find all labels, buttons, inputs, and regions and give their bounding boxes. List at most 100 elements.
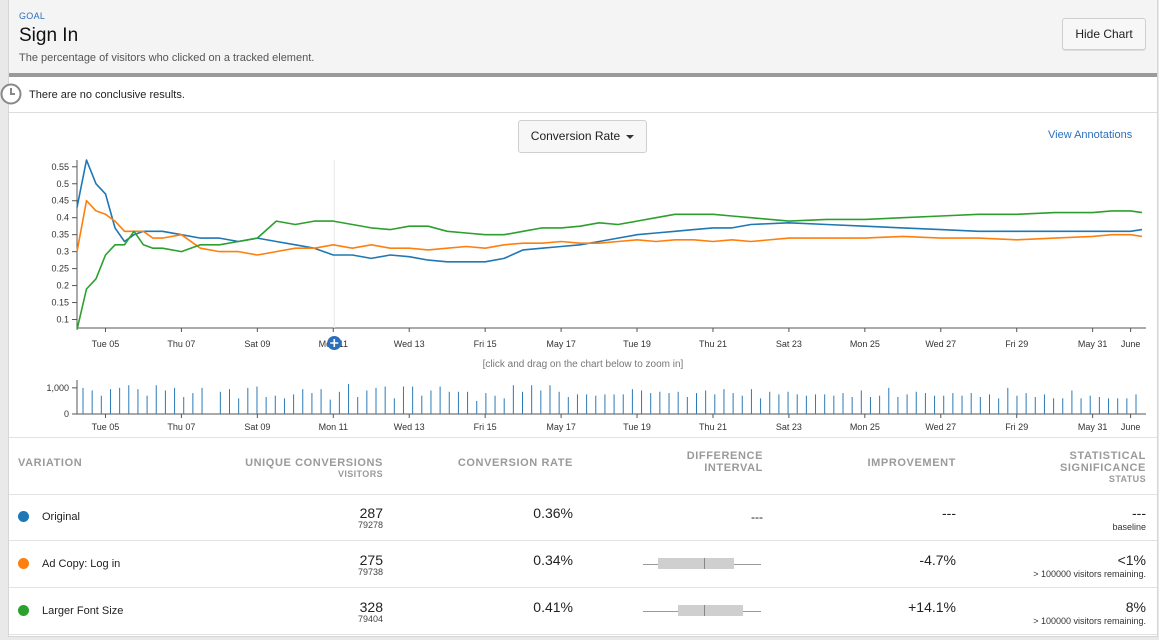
difference-interval-value: --- bbox=[751, 510, 763, 524]
x-tick-label: May 17 bbox=[546, 339, 576, 349]
view-annotations-link[interactable]: View Annotations bbox=[1048, 129, 1133, 141]
header-statistical-significance: STATISTICAL SIGNIFICANCE STATUS bbox=[1060, 450, 1146, 484]
significance-cell: 8% > 100000 visitors remaining. bbox=[1033, 599, 1146, 626]
x-tick-label: May 31 bbox=[1078, 339, 1108, 349]
x-tick-label: Sat 09 bbox=[244, 339, 270, 349]
significance-value: --- bbox=[1132, 505, 1146, 521]
difference-interval-box bbox=[678, 605, 744, 616]
header-difference-interval: DIFFERENCE INTERVAL bbox=[687, 450, 763, 474]
x-tick-label: Mon 25 bbox=[850, 422, 880, 432]
significance-note: > 100000 visitors remaining. bbox=[1033, 616, 1146, 626]
y-tick-label: 0.45 bbox=[51, 196, 69, 206]
y-tick-label: 0.1 bbox=[56, 315, 69, 325]
header-variation: VARIATION bbox=[18, 457, 83, 469]
header-significance-line1: STATISTICAL bbox=[1069, 450, 1146, 462]
x-tick-label: Wed 27 bbox=[925, 339, 956, 349]
y-tick-label: 0.5 bbox=[56, 179, 69, 189]
x-tick-label: Thu 07 bbox=[167, 339, 195, 349]
variation-color-dot bbox=[18, 605, 29, 616]
metric-dropdown-label: Conversion Rate bbox=[530, 129, 621, 143]
significance-note: > 100000 visitors remaining. bbox=[1033, 569, 1146, 579]
y-tick-label: 0 bbox=[64, 409, 69, 419]
y-tick-label: 0.3 bbox=[56, 247, 69, 257]
variation-color-dot bbox=[18, 558, 29, 569]
x-tick-label: Tue 05 bbox=[92, 422, 120, 432]
x-tick-label: Mon 25 bbox=[850, 339, 880, 349]
variation-name: Larger Font Size bbox=[42, 605, 124, 617]
conversions-value: 275 bbox=[359, 552, 383, 568]
conversion-rate-value: 0.41% bbox=[533, 599, 573, 615]
variation-name: Ad Copy: Log in bbox=[42, 558, 121, 570]
zoom-hint: [click and drag on the chart below to zo… bbox=[482, 359, 684, 370]
add-annotation-plus bbox=[330, 339, 339, 347]
x-tick-label: Wed 27 bbox=[925, 422, 956, 432]
x-tick-label: Tue 19 bbox=[623, 339, 651, 349]
series-line bbox=[76, 159, 1143, 263]
x-tick-label: Fri 29 bbox=[1005, 422, 1028, 432]
header-unique-conversions: UNIQUE CONVERSIONS VISITORS bbox=[245, 457, 383, 479]
header-difference-line2: INTERVAL bbox=[704, 462, 763, 474]
goal-label: GOAL bbox=[19, 11, 46, 21]
y-tick-label: 0.55 bbox=[51, 162, 69, 172]
significance-cell: --- baseline bbox=[1112, 505, 1146, 532]
results-status-bar: There are no conclusive results. bbox=[0, 77, 1157, 113]
header-conversion-rate: CONVERSION RATE bbox=[457, 457, 573, 469]
visitors-bar-chart[interactable]: 0 1,000 Tue 05 Thu 07 Sat 09 Mon 11 Wed 13 Fri … bbox=[9, 375, 1157, 435]
results-table-header: VARIATION UNIQUE CONVERSIONS VISITORS CO… bbox=[9, 437, 1157, 495]
x-tick-label: Tue 19 bbox=[623, 422, 651, 432]
unique-conversions-cell: 328 79404 bbox=[358, 599, 383, 624]
table-row-larger-font[interactable]: Larger Font Size 328 79404 0.41% +14.1% 8… bbox=[9, 588, 1157, 635]
caret-down-icon bbox=[626, 134, 635, 139]
x-tick-label: Thu 07 bbox=[167, 422, 195, 432]
x-tick-label: Sat 23 bbox=[776, 339, 802, 349]
x-tick-label: Sat 23 bbox=[776, 422, 802, 432]
x-tick-label: May 17 bbox=[546, 422, 576, 432]
x-tick-label: Mon 11 bbox=[319, 422, 348, 432]
significance-note: baseline bbox=[1112, 522, 1146, 532]
conversion-rate-value: 0.34% bbox=[533, 552, 573, 568]
table-row-original[interactable]: Original 287 79278 0.36% --- --- --- basel… bbox=[9, 494, 1157, 541]
conversions-value: 328 bbox=[359, 599, 383, 615]
x-tick-label: Fri 15 bbox=[474, 339, 497, 349]
x-tick-label: Fri 15 bbox=[474, 422, 497, 432]
goal-header: GOAL Sign In The percentage of visitors … bbox=[9, 0, 1157, 77]
y-tick-label: 0.4 bbox=[56, 213, 69, 223]
metric-dropdown[interactable]: Conversion Rate bbox=[518, 120, 647, 153]
header-status: STATUS bbox=[1108, 474, 1146, 484]
significance-value: <1% bbox=[1117, 552, 1146, 568]
x-tick-label: Wed 13 bbox=[394, 339, 425, 349]
x-tick-label: Thu 21 bbox=[699, 422, 727, 432]
goal-description: The percentage of visitors who clicked o… bbox=[19, 52, 315, 64]
table-row-ad-copy[interactable]: Ad Copy: Log in 275 79738 0.34% -4.7% <1%… bbox=[9, 541, 1157, 588]
unique-conversions-cell: 287 79278 bbox=[358, 505, 383, 530]
header-improvement: IMPROVEMENT bbox=[867, 457, 956, 469]
variation-name: Original bbox=[42, 511, 80, 523]
series-line bbox=[76, 210, 1143, 330]
y-tick-label: 1,000 bbox=[46, 383, 69, 393]
hide-chart-button[interactable]: Hide Chart bbox=[1062, 18, 1146, 50]
difference-interval-midpoint bbox=[704, 605, 706, 616]
x-tick-label: May 31 bbox=[1078, 422, 1108, 432]
x-tick-label: Sat 09 bbox=[244, 422, 270, 432]
difference-interval-midpoint bbox=[704, 558, 706, 569]
page-title: Sign In bbox=[19, 25, 79, 46]
significance-value: 8% bbox=[1125, 599, 1146, 615]
header-unique-conversions-label: UNIQUE CONVERSIONS bbox=[245, 457, 383, 469]
variation-color-dot bbox=[18, 511, 29, 522]
x-tick-label: Fri 29 bbox=[1005, 339, 1028, 349]
chart-area bbox=[9, 113, 1157, 437]
improvement-value: -4.7% bbox=[919, 552, 956, 568]
y-tick-label: 0.35 bbox=[51, 230, 69, 240]
visitors-value: 79404 bbox=[357, 614, 383, 624]
x-tick-label: June bbox=[1121, 422, 1141, 432]
status-message: There are no conclusive results. bbox=[29, 89, 185, 101]
improvement-value: --- bbox=[942, 505, 956, 521]
x-tick-label: Tue 05 bbox=[92, 339, 120, 349]
y-tick-label: 0.25 bbox=[51, 264, 69, 274]
conversion-rate-value: 0.36% bbox=[533, 505, 573, 521]
conversion-rate-line-chart[interactable]: 0.1 0.15 0.2 0.25 0.3 0.35 0.4 0.45 0.5 0.55 Tue 0… bbox=[9, 150, 1157, 360]
significance-cell: <1% > 100000 visitors remaining. bbox=[1033, 552, 1146, 579]
x-tick-label: June bbox=[1121, 339, 1141, 349]
visitors-value: 79278 bbox=[357, 520, 383, 530]
